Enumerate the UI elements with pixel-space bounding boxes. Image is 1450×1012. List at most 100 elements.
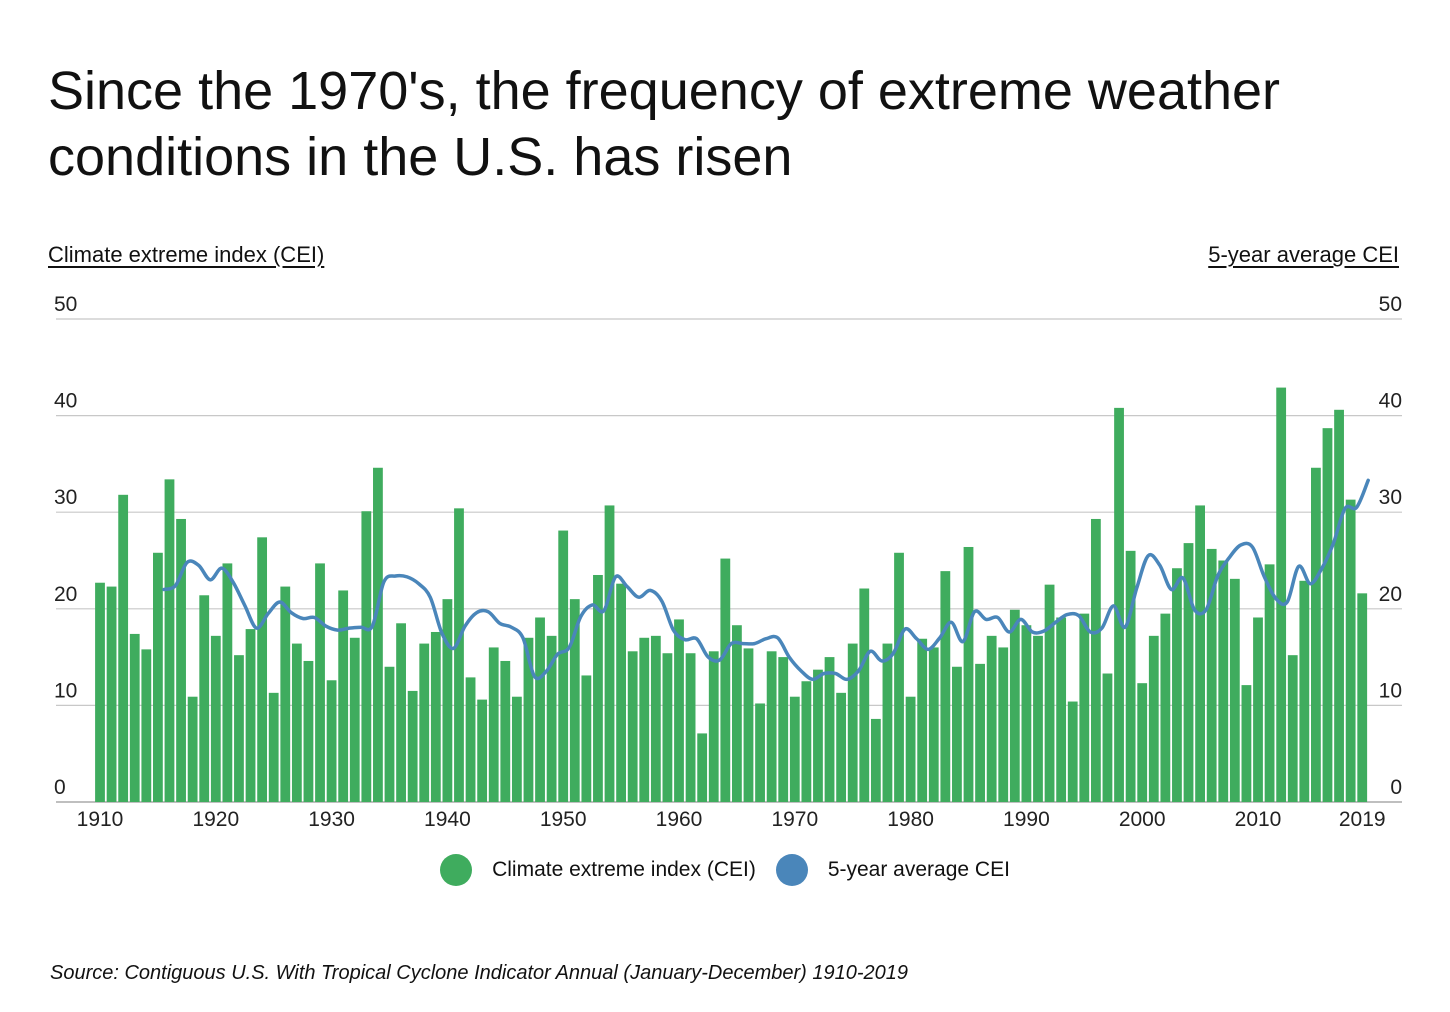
bar-1990 — [1021, 625, 1032, 802]
bar-1935 — [384, 666, 395, 802]
x-tick-1990: 1990 — [1003, 808, 1050, 831]
axis-labels: 0 0 10 10 20 20 30 30 40 40 50 50 1910 1920 1930 1940 19… — [54, 293, 1402, 831]
bar-1911 — [106, 586, 117, 802]
bar-1937 — [407, 690, 418, 802]
bar-1994 — [1067, 701, 1078, 802]
bar-2016 — [1322, 428, 1333, 802]
bar-1910 — [95, 582, 105, 802]
bar-2014 — [1299, 580, 1310, 802]
bar-1940 — [442, 599, 453, 802]
bar-1953 — [593, 574, 603, 802]
bar-1991 — [1033, 635, 1043, 802]
bar-1985 — [963, 546, 974, 802]
x-tick-2010: 2010 — [1235, 808, 1282, 831]
bar-2015 — [1311, 467, 1321, 802]
bar-1929 — [315, 563, 325, 802]
bar-1926 — [280, 586, 291, 802]
legend-label-average: 5-year average CEI — [827, 858, 1010, 881]
x-tick-1930: 1930 — [308, 808, 355, 831]
bar-1932 — [349, 637, 360, 802]
bar-2009 — [1241, 685, 1252, 802]
bar-1918 — [187, 696, 198, 802]
bar-1914 — [141, 649, 152, 802]
bar-1950 — [558, 530, 569, 802]
y-tick-left-50: 50 — [54, 293, 77, 316]
bar-1955 — [616, 583, 626, 802]
legend-item-average[interactable]: 5-year average CEI — [775, 854, 1010, 886]
x-tick-1920: 1920 — [192, 808, 239, 831]
y-tick-left-0: 0 — [54, 776, 66, 799]
bar-1966 — [743, 648, 754, 802]
bar-2007 — [1218, 560, 1229, 802]
y-tick-right-40: 40 — [1379, 390, 1402, 413]
bar-1912 — [118, 494, 129, 802]
bar-1947 — [523, 637, 534, 802]
x-tick-1950: 1950 — [540, 808, 587, 831]
bar-1939 — [430, 631, 441, 802]
source-note: Source: Contiguous U.S. With Tropical Cy… — [50, 962, 909, 984]
chart-plot: 0 0 10 10 20 20 30 30 40 40 50 50 1910 1920 1930 1940 19… — [54, 293, 1402, 831]
bar-series — [95, 387, 1368, 802]
bar-1923 — [245, 629, 256, 802]
y-tick-right-10: 10 — [1379, 679, 1402, 702]
bar-1981 — [917, 638, 928, 802]
bar-1973 — [824, 657, 835, 802]
bar-1988 — [998, 647, 1009, 802]
bar-1982 — [928, 647, 939, 802]
bar-1925 — [268, 692, 279, 802]
bar-1934 — [373, 467, 383, 802]
bar-1961 — [685, 653, 696, 802]
bar-1997 — [1102, 673, 1113, 802]
bar-1972 — [813, 669, 823, 802]
bar-1917 — [176, 518, 186, 802]
bar-1998 — [1114, 407, 1124, 802]
bar-1992 — [1044, 584, 1055, 802]
bar-1938 — [419, 643, 430, 802]
bar-1969 — [778, 657, 789, 802]
right-axis-title: 5-year average CEI — [1208, 242, 1399, 267]
bar-1946 — [511, 696, 522, 802]
bar-2013 — [1287, 655, 1298, 802]
x-tick-1940: 1940 — [424, 808, 471, 831]
legend-item-cei[interactable]: Climate extreme index (CEI) — [440, 854, 756, 886]
bar-1964 — [720, 558, 731, 802]
bar-1927 — [291, 643, 302, 802]
bar-2000 — [1137, 683, 1148, 802]
bar-2001 — [1148, 635, 1159, 802]
bar-1970 — [789, 696, 800, 802]
bar-1930 — [326, 680, 337, 802]
bar-2017 — [1334, 409, 1344, 802]
bar-1968 — [766, 651, 777, 802]
bar-1942 — [465, 677, 476, 802]
line-series — [162, 478, 1370, 682]
bar-2008 — [1229, 578, 1240, 802]
bar-2003 — [1172, 568, 1182, 802]
bar-1920 — [210, 635, 221, 802]
y-tick-right-0: 0 — [1390, 776, 1402, 799]
bar-1958 — [650, 635, 661, 802]
bar-1984 — [952, 666, 962, 802]
bar-1979 — [894, 552, 904, 802]
bar-1928 — [303, 660, 314, 802]
bar-1941 — [454, 508, 464, 802]
bar-2012 — [1276, 387, 1287, 802]
bar-1945 — [500, 660, 511, 802]
bar-1922 — [234, 655, 244, 802]
bar-1931 — [338, 590, 349, 802]
x-tick-2019: 2019 — [1339, 808, 1386, 831]
line-5yr-average — [162, 478, 1370, 682]
bar-2010 — [1253, 617, 1263, 802]
bar-1978 — [882, 643, 893, 802]
y-tick-left-30: 30 — [54, 486, 77, 509]
bar-2005 — [1195, 505, 1205, 802]
y-tick-right-20: 20 — [1379, 583, 1402, 606]
bar-1952 — [581, 675, 592, 802]
x-tick-2000: 2000 — [1119, 808, 1166, 831]
bar-2018 — [1345, 499, 1356, 802]
bar-2011 — [1264, 564, 1275, 802]
y-tick-right-50: 50 — [1379, 293, 1402, 316]
bar-1996 — [1090, 518, 1101, 802]
bar-1948 — [535, 617, 545, 802]
bar-1999 — [1125, 550, 1136, 802]
legend-label-cei: Climate extreme index (CEI) — [492, 858, 756, 881]
